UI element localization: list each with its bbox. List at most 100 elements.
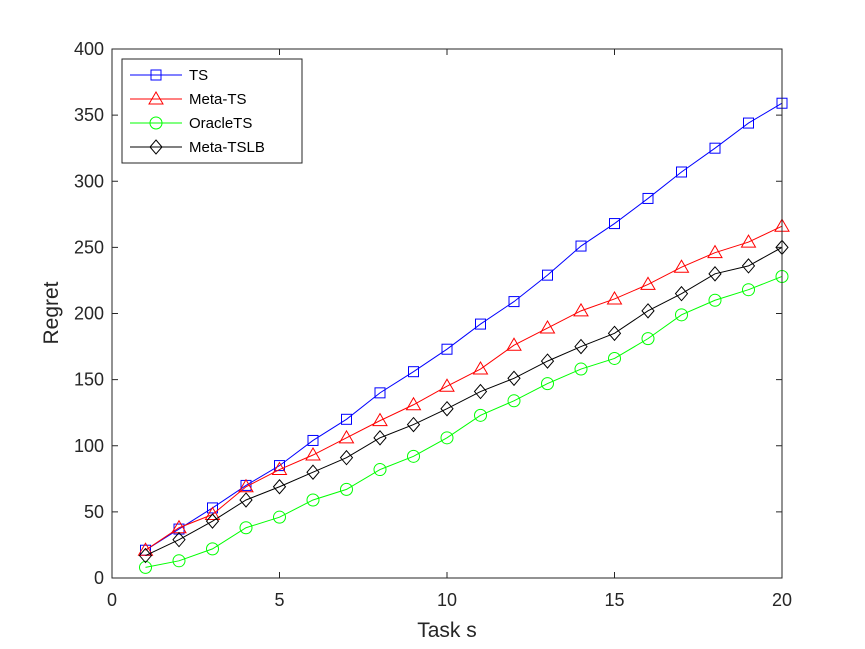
x-tick-label: 10 bbox=[437, 590, 457, 610]
data-point-meta-ts bbox=[573, 302, 589, 317]
data-point-oraclets bbox=[172, 554, 186, 568]
data-point-meta-ts bbox=[472, 361, 489, 375]
legend-label-ts: TS bbox=[189, 67, 208, 84]
legend-marker-ts bbox=[150, 69, 162, 81]
data-point-meta-tslb bbox=[272, 478, 287, 495]
data-point-oraclets bbox=[541, 377, 554, 391]
legend-label-oraclets: OracleTS bbox=[189, 115, 252, 132]
data-point-ts bbox=[676, 166, 687, 178]
data-point-meta-ts bbox=[305, 447, 321, 461]
y-tick-label: 100 bbox=[74, 436, 104, 456]
data-point-oraclets bbox=[675, 308, 688, 322]
data-point-oraclets bbox=[306, 493, 320, 507]
x-tick-label: 20 bbox=[772, 590, 792, 610]
data-point-ts bbox=[408, 366, 419, 378]
data-point-ts bbox=[341, 413, 352, 425]
y-tick-label: 400 bbox=[74, 39, 104, 59]
data-point-meta-tslb bbox=[607, 325, 622, 342]
data-point-oraclets bbox=[373, 463, 387, 477]
legend-item-oraclets: OracleTS bbox=[130, 115, 252, 132]
data-point-ts bbox=[542, 269, 553, 281]
data-point-meta-tslb bbox=[406, 416, 421, 433]
data-point-oraclets bbox=[608, 351, 621, 365]
data-point-meta-tslb bbox=[641, 303, 655, 319]
data-point-meta-tslb bbox=[440, 400, 454, 417]
data-point-ts bbox=[575, 240, 587, 252]
data-point-meta-tslb bbox=[339, 449, 354, 466]
data-point-ts bbox=[374, 387, 386, 399]
data-point-oraclets bbox=[239, 521, 253, 535]
data-point-meta-tslb bbox=[373, 430, 387, 446]
y-tick-label: 150 bbox=[74, 370, 104, 390]
data-point-oraclets bbox=[574, 362, 588, 376]
x-tick-label: 15 bbox=[604, 590, 624, 610]
data-point-meta-ts bbox=[405, 396, 422, 411]
data-point-meta-tslb bbox=[172, 531, 186, 548]
data-point-meta-tslb bbox=[540, 353, 555, 369]
series-layer bbox=[137, 97, 790, 574]
data-point-oraclets bbox=[273, 510, 286, 524]
x-tick-label: 0 bbox=[107, 590, 117, 610]
x-tick-label: 5 bbox=[274, 590, 284, 610]
series-meta-tslb bbox=[138, 239, 789, 564]
data-point-ts bbox=[441, 343, 453, 355]
data-point-meta-ts bbox=[372, 412, 388, 427]
data-point-ts bbox=[307, 434, 319, 446]
data-point-oraclets bbox=[139, 560, 152, 574]
data-point-meta-tslb bbox=[306, 464, 320, 480]
data-point-oraclets bbox=[742, 283, 755, 297]
data-point-meta-tslb bbox=[674, 285, 689, 302]
data-point-meta-ts bbox=[707, 244, 723, 259]
data-point-ts bbox=[743, 117, 754, 129]
data-point-oraclets bbox=[641, 332, 655, 346]
data-point-ts bbox=[642, 192, 654, 204]
data-point-meta-tslb bbox=[205, 513, 220, 529]
series-ts bbox=[140, 97, 788, 556]
data-point-meta-tslb bbox=[507, 370, 521, 387]
data-point-meta-ts bbox=[640, 276, 656, 290]
data-point-meta-ts bbox=[740, 234, 757, 248]
y-tick-label: 50 bbox=[84, 502, 104, 522]
data-point-meta-ts bbox=[439, 378, 455, 392]
data-point-meta-ts bbox=[338, 429, 355, 444]
data-point-meta-ts bbox=[606, 290, 623, 305]
data-point-meta-tslb bbox=[741, 258, 756, 274]
data-point-meta-ts bbox=[539, 320, 556, 334]
series-line-meta-tslb bbox=[145, 246, 783, 556]
data-point-ts bbox=[709, 142, 721, 154]
data-point-meta-tslb bbox=[138, 547, 153, 564]
data-point-oraclets bbox=[507, 394, 521, 408]
data-point-meta-ts bbox=[673, 259, 690, 273]
data-point-meta-ts bbox=[271, 461, 288, 476]
y-tick-label: 300 bbox=[74, 171, 104, 191]
data-point-ts bbox=[609, 218, 620, 230]
data-point-ts bbox=[207, 502, 218, 514]
data-point-oraclets bbox=[407, 449, 420, 463]
legend-box bbox=[121, 58, 303, 164]
data-point-meta-tslb bbox=[473, 383, 488, 400]
legend-label-meta-tslb: Meta-TSLB bbox=[189, 139, 265, 156]
data-point-oraclets bbox=[206, 542, 219, 556]
legend-marker-oraclets bbox=[149, 116, 163, 130]
data-point-ts bbox=[508, 296, 520, 308]
legend-marker-meta-ts bbox=[148, 91, 164, 105]
series-line-ts bbox=[145, 102, 783, 551]
data-point-ts bbox=[274, 460, 285, 472]
y-tick-label: 350 bbox=[74, 105, 104, 125]
data-point-meta-tslb bbox=[708, 266, 722, 282]
data-point-meta-ts bbox=[506, 337, 522, 351]
data-point-oraclets bbox=[474, 408, 487, 422]
legend-item-ts: TS bbox=[130, 67, 208, 84]
data-point-meta-tslb bbox=[574, 338, 588, 355]
legend-label-meta-ts: Meta-TS bbox=[189, 91, 247, 108]
legend-marker-meta-tslb bbox=[149, 139, 163, 155]
data-point-meta-ts bbox=[204, 506, 221, 521]
data-point-oraclets bbox=[440, 431, 454, 445]
x-axis-label: Task s bbox=[417, 619, 477, 642]
legend: TS Meta-TS OracleTS Meta-TSLB bbox=[121, 58, 303, 164]
data-point-oraclets bbox=[340, 482, 353, 496]
y-tick-label: 0 bbox=[94, 568, 104, 588]
plot-frame bbox=[111, 48, 783, 579]
